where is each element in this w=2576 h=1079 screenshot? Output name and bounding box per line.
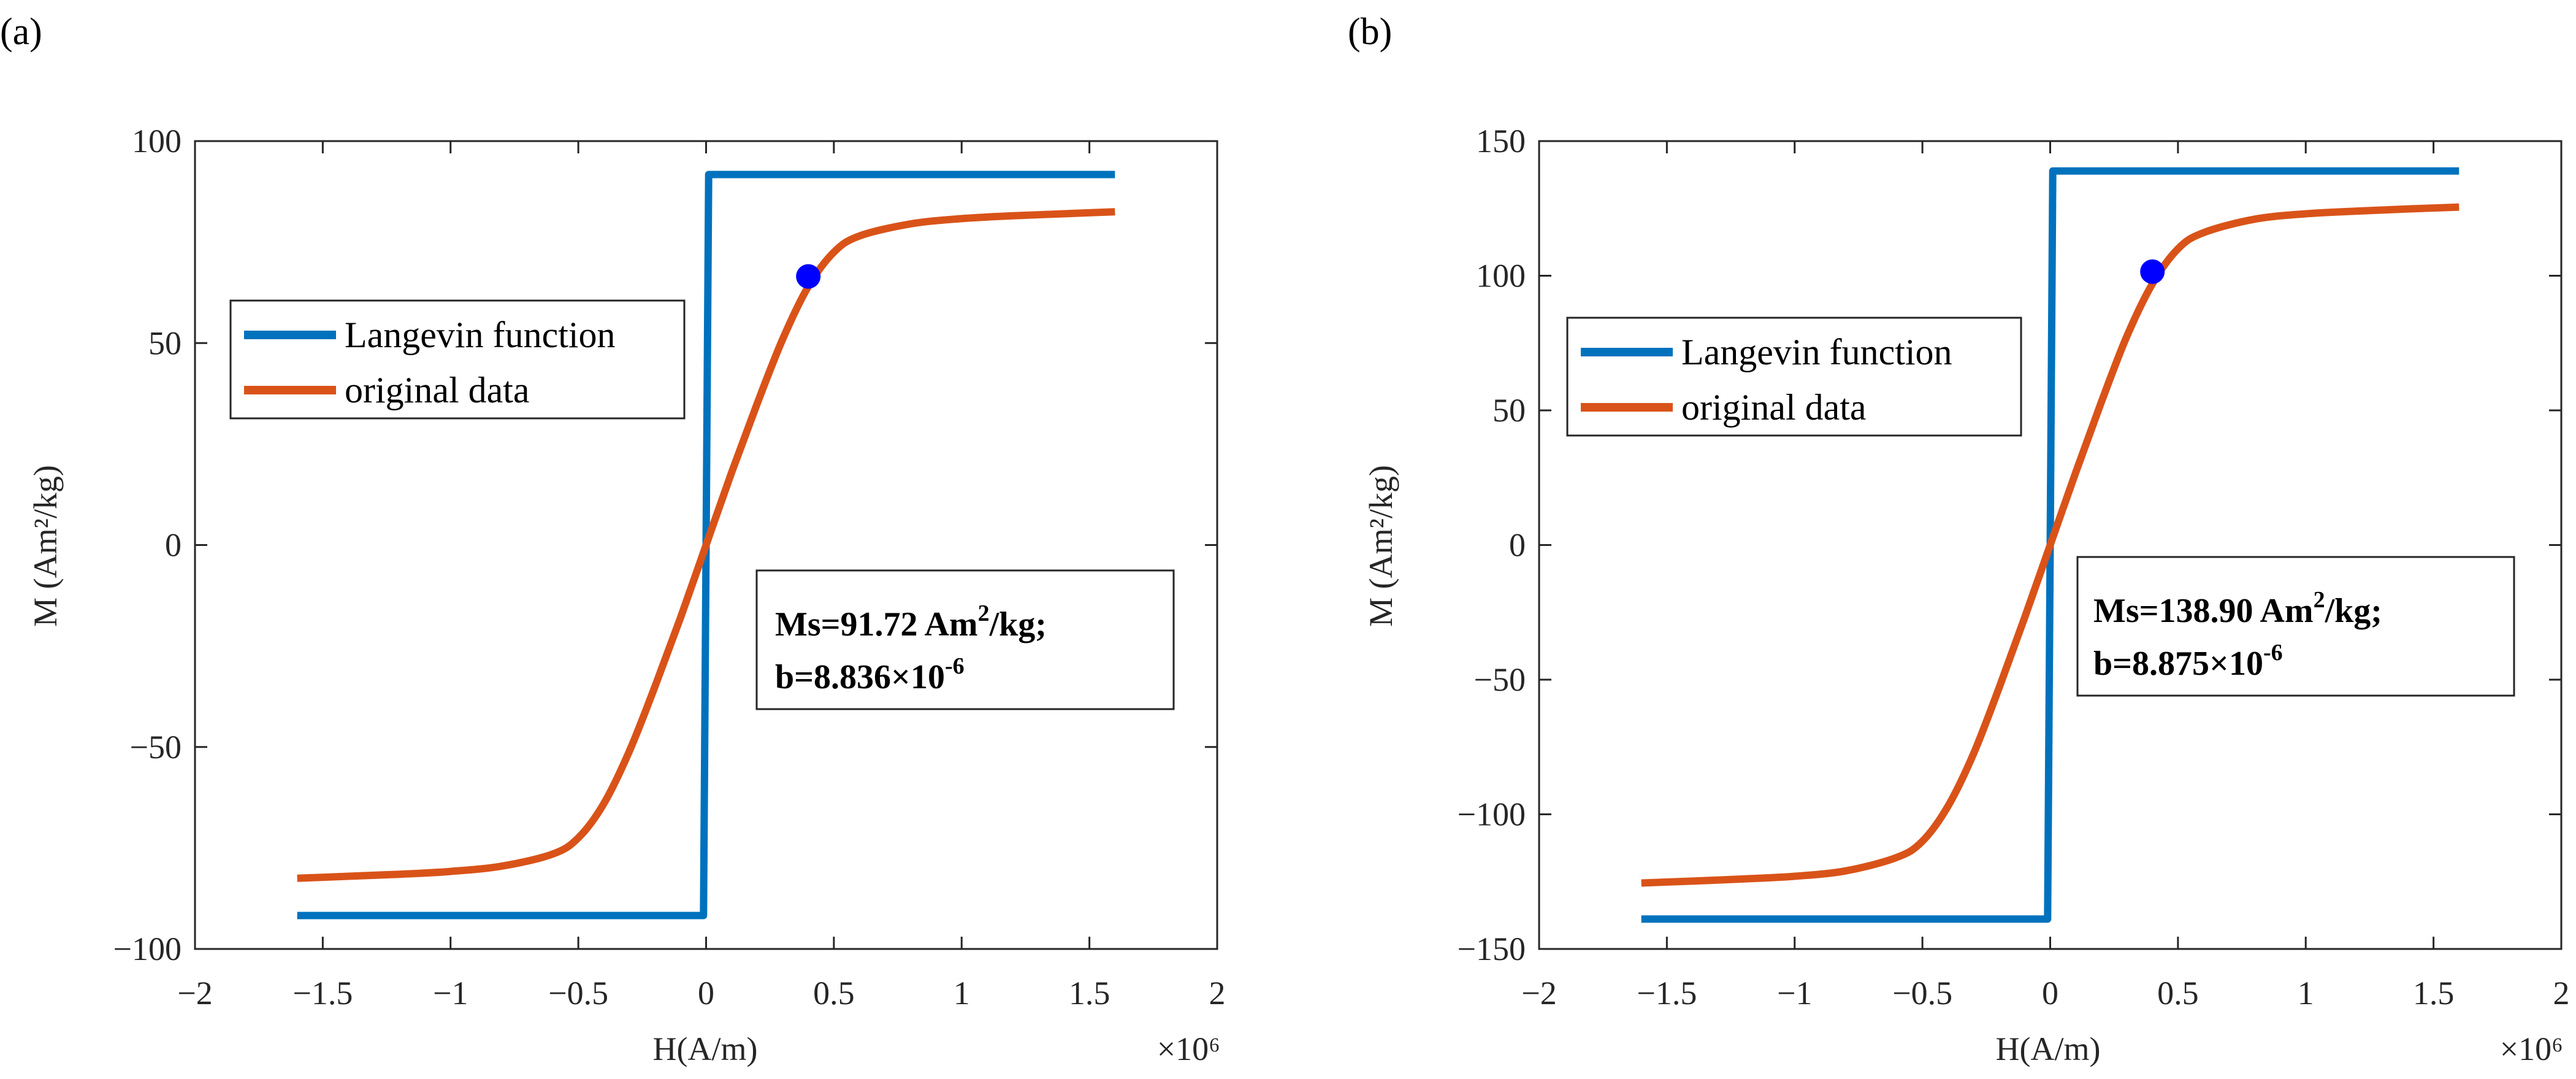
x-tick-label: 1 <box>954 975 970 1012</box>
highlight-point <box>2140 259 2165 284</box>
legend-box <box>1566 317 2022 437</box>
legend-label-original: original data <box>1681 387 1867 428</box>
x-tick-labels: −2 −1.5 −1 −0.5 0 0.5 1 1.5 2 100 50 0 −50 −100 <box>113 123 1226 1012</box>
x-tick-label: 0 <box>2042 975 2058 1012</box>
annotation-box <box>2076 556 2515 697</box>
x-tick-label: −0.5 <box>1892 975 1952 1012</box>
x-axis-label: H(A/m) <box>1996 1031 2101 1067</box>
series-line-original-data <box>1641 203 2459 887</box>
x-scale-label: ×10⁶ <box>2500 1031 2563 1067</box>
annotation-line-ms: Ms=91.72 Am2/kg; <box>775 601 1047 643</box>
series-group <box>1640 167 2461 923</box>
x-scale-label: ×10⁶ <box>1157 1031 1220 1067</box>
y-tick-label: −100 <box>113 931 182 967</box>
x-tick-label: −1 <box>1777 975 1812 1012</box>
x-tick-label: 0.5 <box>813 975 855 1012</box>
legend-label-langevin: Langevin function <box>1681 332 1952 372</box>
x-tick-label: −2 <box>1521 975 1556 1012</box>
x-tick-label: 2 <box>1209 975 1226 1012</box>
y-tick-label: 0 <box>1509 527 1526 564</box>
legend-label-original: original data <box>345 370 530 410</box>
y-tick-label: 50 <box>148 324 182 361</box>
parameter-annotation: Ms=91.72 Am2/kg; b=8.836×10-6 <box>755 569 1175 710</box>
y-tick-label: 50 <box>1492 392 1526 429</box>
y-tick-label: −50 <box>1474 661 1526 698</box>
axes-frame <box>1538 140 2563 950</box>
axes-frame <box>194 140 1218 950</box>
y-axis-label: M (Am²/kg) <box>27 465 64 627</box>
legend-label-langevin: Langevin function <box>345 315 616 355</box>
x-tick-label: 0 <box>698 975 714 1012</box>
x-tick-label: −0.5 <box>548 975 608 1012</box>
panel-label: (b) <box>1348 11 1392 53</box>
legend-box <box>229 299 686 420</box>
x-tick-label: 1.5 <box>2413 975 2455 1012</box>
x-tick-label: −1 <box>433 975 468 1012</box>
y-tick-label: 150 <box>1476 123 1526 159</box>
panel-label: (a) <box>0 11 42 53</box>
annotation-line-b: b=8.875×10-6 <box>2093 640 2283 683</box>
y-tick-label: 0 <box>165 527 182 564</box>
x-tick-label: 1.5 <box>1069 975 1110 1012</box>
legend: Langevin function original data <box>229 299 686 420</box>
x-tick-label: 2 <box>2553 975 2570 1012</box>
annotation-line-b: b=8.836×10-6 <box>775 653 965 696</box>
annotation-box <box>755 569 1175 710</box>
x-tick-label: 0.5 <box>2157 975 2199 1012</box>
legend: Langevin function original data <box>1566 317 2022 437</box>
series-line-original-data <box>297 208 1115 882</box>
y-axis-label: M (Am²/kg) <box>1363 465 1399 627</box>
x-tick-label: −1.5 <box>292 975 353 1012</box>
x-tick-labels: −2 −1.5 −1 −0.5 0 0.5 1 1.5 2 150 100 50 0 −50 −100 −15… <box>1458 123 2570 1012</box>
y-tick-label: −100 <box>1458 796 1526 833</box>
highlight-point <box>796 264 821 289</box>
panel-b: (b) −2 −1.5 −1 −0.5 0 0.5 1 1.5 2 150 100 50 0 −50 −10… <box>1348 11 2570 1067</box>
y-tick-label: −150 <box>1458 931 1526 967</box>
x-tick-label: −2 <box>177 975 212 1012</box>
y-tick-label: −50 <box>130 729 182 766</box>
x-tick-label: 1 <box>2298 975 2314 1012</box>
annotation-line-ms: Ms=138.90 Am2/kg; <box>2093 587 2382 630</box>
panel-a: (a) −2 −1.5 −1 −0.5 0 0.5 1 1.5 2 100 50 0 −50 −100 H… <box>0 11 1226 1067</box>
x-axis-label: H(A/m) <box>653 1031 758 1067</box>
y-tick-label: 100 <box>1476 258 1526 294</box>
y-tick-label: 100 <box>132 123 182 159</box>
series-group <box>296 171 1117 920</box>
x-tick-label: −1.5 <box>1637 975 1697 1012</box>
parameter-annotation: Ms=138.90 Am2/kg; b=8.875×10-6 <box>2076 556 2515 697</box>
